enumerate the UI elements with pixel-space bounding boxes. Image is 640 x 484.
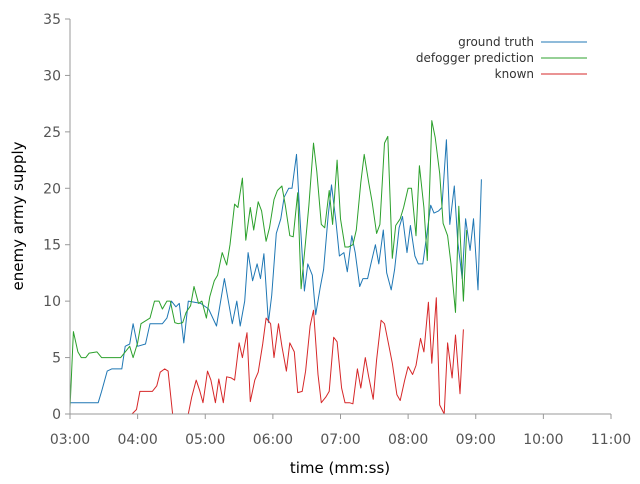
x-tick-label: 10:00 [523, 432, 563, 448]
x-tick-label: 06:00 [253, 432, 293, 448]
x-tick-label: 04:00 [117, 432, 157, 448]
series-line-1 [69, 120, 468, 409]
x-tick-label: 11:00 [591, 432, 631, 448]
legend: ground truth defogger prediction known [416, 35, 587, 81]
y-tick-label: 35 [43, 12, 61, 28]
series-line-2 [131, 297, 464, 415]
x-tick-label: 07:00 [320, 432, 360, 448]
x-tick-label: 09:00 [456, 432, 496, 448]
x-tick-label: 05:00 [185, 432, 225, 448]
x-tick-label: 08:00 [388, 432, 428, 448]
x-axis-title: time (mm:ss) [290, 459, 390, 477]
y-tick-label: 20 [43, 181, 61, 197]
y-tick-label: 5 [52, 351, 61, 367]
y-tick-label: 10 [43, 294, 61, 310]
y-tick-label: 15 [43, 238, 61, 254]
ticks: 0 5 10 15 20 25 30 35 03:00 04:00 05:00 06:00 07:00 0… [43, 12, 631, 448]
y-tick-label: 30 [43, 68, 61, 84]
legend-label: known [495, 67, 534, 81]
series-line-0 [70, 139, 482, 404]
legend-label: ground truth [458, 35, 534, 49]
y-axis-title: enemy army supply [9, 141, 27, 290]
legend-label: defogger prediction [416, 51, 534, 65]
y-tick-label: 25 [43, 125, 61, 141]
series-layer [69, 120, 482, 415]
y-tick-label: 0 [52, 407, 61, 423]
x-tick-label: 03:00 [50, 432, 90, 448]
